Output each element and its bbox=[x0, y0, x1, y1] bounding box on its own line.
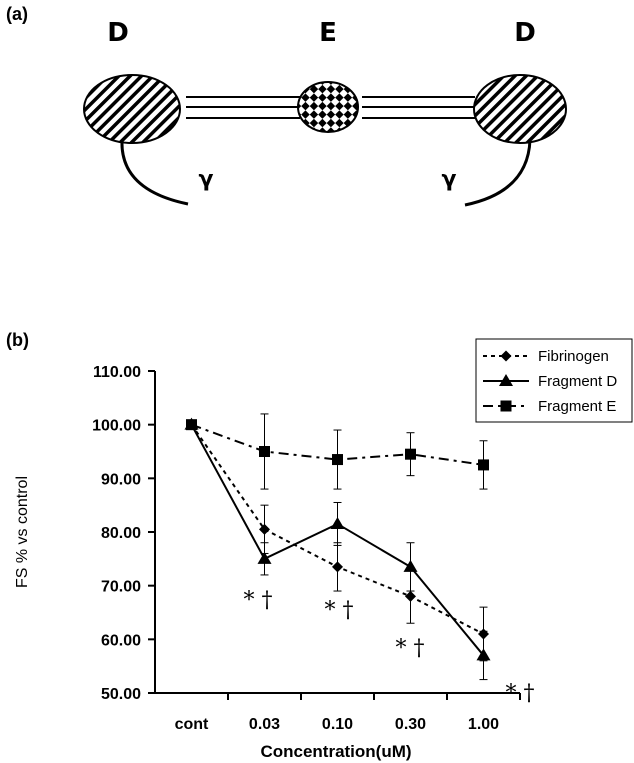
y-axis-title: FS % vs control bbox=[14, 476, 31, 588]
fragment-e-point bbox=[405, 448, 416, 460]
fragment-d-point bbox=[257, 551, 272, 564]
x-axis-title: Concentration(uM) bbox=[260, 742, 411, 761]
fibrinogen-point bbox=[405, 590, 416, 602]
y-tick-label: 100.00 bbox=[92, 418, 141, 435]
fragment-e-point bbox=[478, 459, 489, 471]
fragment-e-point bbox=[332, 454, 343, 466]
fragment-d-point bbox=[476, 648, 491, 661]
x-tick-label: 0.10 bbox=[322, 716, 353, 733]
fibrinogen-point bbox=[332, 561, 343, 573]
y-tick-label: 90.00 bbox=[101, 471, 141, 488]
legend-marker-fragment-d bbox=[499, 374, 513, 386]
left-gamma-label: γ bbox=[199, 167, 214, 192]
x-tick-label: 1.00 bbox=[468, 716, 499, 733]
fragment-d-point bbox=[330, 516, 345, 529]
series-layer bbox=[184, 413, 491, 681]
y-tick-label: 80.00 bbox=[101, 525, 141, 542]
legend-label-fragment-e: Fragment E bbox=[538, 398, 616, 415]
e-domain-ellipse bbox=[297, 81, 359, 133]
series-fragment-e bbox=[186, 413, 489, 490]
significance-annotation: * † bbox=[506, 681, 535, 706]
annotations-layer: * † * † * † * † bbox=[244, 588, 535, 706]
panel-b-label: (b) bbox=[6, 330, 29, 350]
series-fragment-d bbox=[184, 417, 491, 681]
right-gamma-label: γ bbox=[442, 167, 457, 192]
legend-marker-fragment-e bbox=[500, 400, 512, 412]
fragment-e-point bbox=[186, 419, 197, 431]
x-tick-label: cont bbox=[175, 716, 209, 733]
left-gamma-chain bbox=[120, 139, 189, 206]
right-gamma-chain bbox=[464, 139, 532, 207]
left-d-domain-ellipse bbox=[83, 74, 181, 144]
x-tick-label: 0.30 bbox=[395, 716, 426, 733]
legend-label-fragment-d: Fragment D bbox=[538, 373, 617, 390]
fragment-e-point bbox=[259, 446, 270, 457]
legend-label-fibrinogen: Fibrinogen bbox=[538, 348, 609, 365]
y-tick-label: 110.00 bbox=[93, 364, 141, 381]
fibrinogen-point bbox=[259, 523, 270, 535]
x-tick-label: 0.03 bbox=[249, 716, 280, 733]
significance-annotation: * † bbox=[325, 598, 354, 623]
y-tick-label: 70.00 bbox=[101, 579, 141, 596]
fragment-d-point bbox=[403, 559, 418, 572]
e-domain-label: E bbox=[319, 18, 337, 48]
y-tick-label: 60.00 bbox=[101, 632, 141, 649]
y-tick-label: 50.00 bbox=[101, 686, 141, 703]
panel-a-label: (a) bbox=[6, 4, 28, 24]
connecting-chains bbox=[186, 96, 475, 119]
legend: Fibrinogen Fragment D Fragment E bbox=[475, 338, 633, 423]
chart: 50.00 60.00 70.00 80.00 90.00 100.00 110.00 co… bbox=[14, 338, 633, 761]
significance-annotation: * † bbox=[244, 588, 273, 613]
fibrinogen-schematic: D E D γ γ bbox=[83, 18, 567, 207]
right-d-domain-ellipse bbox=[473, 74, 567, 144]
x-axis-ticks: cont 0.03 0.10 0.30 1.00 bbox=[175, 693, 521, 733]
right-d-domain-label: D bbox=[514, 18, 536, 48]
significance-annotation: * † bbox=[396, 636, 425, 661]
y-axis-ticks: 50.00 60.00 70.00 80.00 90.00 100.00 110.00 bbox=[92, 364, 155, 703]
left-d-domain-label: D bbox=[107, 18, 129, 48]
legend-marker-fibrinogen bbox=[500, 350, 512, 362]
fragment-e-line bbox=[191, 423, 484, 466]
